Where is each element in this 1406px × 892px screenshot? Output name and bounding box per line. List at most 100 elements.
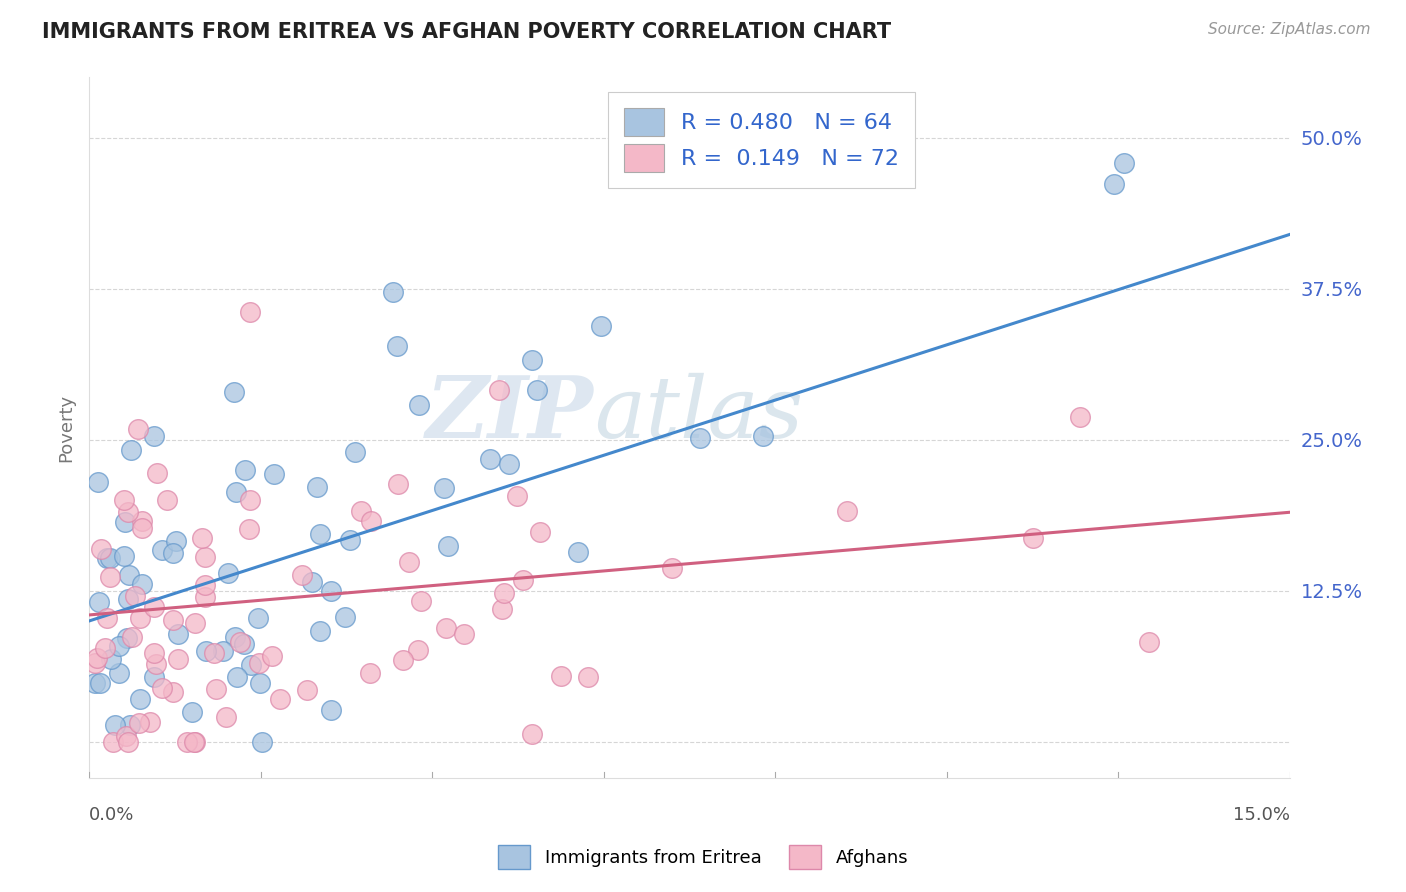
Point bbox=[233, 463, 256, 477]
Point bbox=[295, 682, 318, 697]
Point bbox=[309, 527, 332, 541]
Point bbox=[193, 550, 215, 565]
Point bbox=[225, 485, 247, 500]
Point bbox=[520, 727, 543, 741]
Text: IMMIGRANTS FROM ERITREA VS AFGHAN POVERTY CORRELATION CHART: IMMIGRANTS FROM ERITREA VS AFGHAN POVERT… bbox=[42, 22, 891, 42]
Point bbox=[239, 304, 262, 318]
Point bbox=[350, 504, 373, 518]
Y-axis label: Poverty: Poverty bbox=[58, 393, 75, 462]
Point bbox=[309, 624, 332, 639]
Point bbox=[529, 525, 551, 540]
Point bbox=[87, 595, 110, 609]
Point bbox=[359, 665, 381, 680]
Point bbox=[301, 575, 323, 590]
Point bbox=[86, 651, 108, 665]
Legend: Immigrants from Eritrea, Afghans: Immigrants from Eritrea, Afghans bbox=[491, 838, 915, 876]
Point bbox=[118, 568, 141, 582]
Point bbox=[520, 352, 543, 367]
Point bbox=[437, 539, 460, 553]
Point bbox=[225, 670, 247, 684]
Text: ZIP: ZIP bbox=[426, 372, 593, 456]
Point bbox=[183, 735, 205, 749]
Point bbox=[145, 657, 167, 672]
Point bbox=[202, 646, 225, 660]
Point bbox=[506, 489, 529, 503]
Point bbox=[434, 621, 457, 635]
Point bbox=[152, 543, 174, 558]
Point bbox=[100, 652, 122, 666]
Point bbox=[115, 631, 138, 645]
Point bbox=[117, 505, 139, 519]
Point bbox=[162, 546, 184, 560]
Point bbox=[238, 522, 260, 536]
Point bbox=[319, 703, 342, 717]
Point bbox=[398, 555, 420, 569]
Point bbox=[117, 735, 139, 749]
Point bbox=[103, 735, 125, 749]
Point bbox=[567, 545, 589, 559]
Text: 0.0%: 0.0% bbox=[89, 806, 135, 824]
Legend: R = 0.480   N = 64, R =  0.149   N = 72: R = 0.480 N = 64, R = 0.149 N = 72 bbox=[607, 92, 915, 188]
Point bbox=[411, 594, 433, 608]
Point bbox=[498, 457, 520, 471]
Point bbox=[224, 384, 246, 399]
Point bbox=[387, 338, 409, 352]
Point bbox=[98, 551, 121, 566]
Point bbox=[239, 492, 262, 507]
Point bbox=[343, 444, 366, 458]
Point bbox=[1112, 155, 1135, 169]
Text: atlas: atlas bbox=[595, 372, 804, 455]
Point bbox=[512, 573, 534, 587]
Point bbox=[661, 561, 683, 575]
Point bbox=[112, 492, 135, 507]
Text: 15.0%: 15.0% bbox=[1233, 806, 1289, 824]
Point bbox=[1102, 177, 1125, 191]
Point bbox=[194, 578, 217, 592]
Point bbox=[339, 533, 361, 547]
Point bbox=[115, 729, 138, 743]
Point bbox=[1137, 634, 1160, 648]
Point bbox=[176, 735, 198, 749]
Point bbox=[550, 669, 572, 683]
Point bbox=[453, 627, 475, 641]
Point bbox=[194, 644, 217, 658]
Point bbox=[269, 692, 291, 706]
Point bbox=[127, 422, 149, 436]
Point bbox=[166, 627, 188, 641]
Point bbox=[162, 614, 184, 628]
Point bbox=[589, 318, 612, 333]
Point bbox=[360, 514, 382, 528]
Point bbox=[263, 467, 285, 481]
Point bbox=[184, 735, 207, 749]
Point bbox=[215, 710, 238, 724]
Point bbox=[194, 590, 217, 604]
Point bbox=[751, 429, 773, 443]
Point bbox=[100, 569, 122, 583]
Point bbox=[262, 649, 284, 664]
Point bbox=[131, 521, 153, 535]
Point bbox=[120, 717, 142, 731]
Point bbox=[90, 542, 112, 557]
Point bbox=[217, 566, 239, 580]
Point bbox=[247, 656, 270, 670]
Point bbox=[146, 466, 169, 480]
Point bbox=[143, 599, 166, 614]
Point bbox=[124, 589, 146, 603]
Point bbox=[835, 504, 858, 518]
Point bbox=[93, 641, 115, 656]
Point bbox=[307, 479, 329, 493]
Point bbox=[212, 644, 235, 658]
Point bbox=[387, 476, 409, 491]
Point bbox=[406, 643, 429, 657]
Point bbox=[162, 685, 184, 699]
Point bbox=[139, 714, 162, 729]
Point bbox=[1021, 531, 1043, 545]
Point bbox=[478, 451, 501, 466]
Point bbox=[191, 531, 214, 545]
Point bbox=[89, 675, 111, 690]
Point bbox=[488, 383, 510, 397]
Point bbox=[142, 429, 165, 443]
Point bbox=[131, 514, 153, 528]
Point bbox=[494, 586, 516, 600]
Point bbox=[150, 681, 173, 695]
